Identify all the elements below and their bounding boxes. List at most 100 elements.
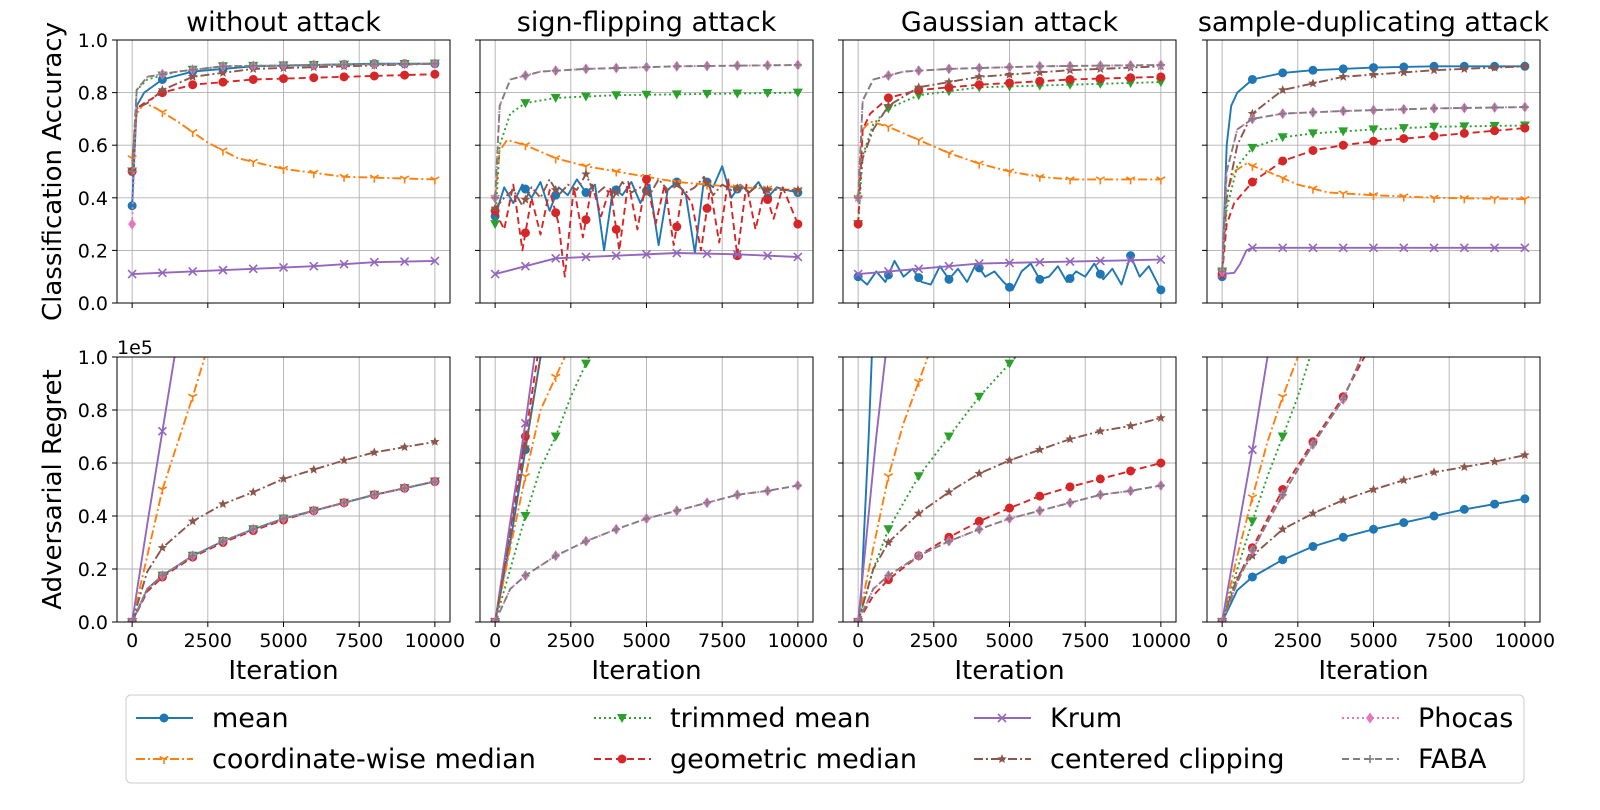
xlabel-2: Iteration	[591, 656, 701, 686]
marker-faba	[1156, 481, 1165, 490]
series-line-cc	[494, 173, 798, 209]
marker-krum	[157, 426, 167, 436]
marker-krum	[732, 249, 742, 259]
marker-trim	[550, 432, 561, 442]
marker-krum	[490, 269, 500, 279]
marker-faba	[581, 537, 590, 546]
x-tick-label: 2500	[184, 630, 232, 652]
marker-geomed	[248, 74, 258, 84]
x-tick-label: 7500	[1425, 630, 1473, 652]
marker-krum	[1429, 243, 1439, 253]
series-line-geomed	[494, 178, 799, 278]
marker-trim	[490, 220, 501, 230]
marker-cwmed	[1308, 185, 1318, 194]
marker-faba	[249, 61, 258, 70]
x-tick-label: 0	[852, 630, 864, 652]
marker-cwmed	[1399, 193, 1409, 202]
panel-title-3: Gaussian attack	[901, 7, 1119, 38]
marker-trim	[732, 89, 743, 99]
marker-cwmed	[339, 173, 349, 182]
marker-faba	[430, 59, 439, 68]
marker-trim	[1277, 133, 1288, 143]
marker-krum	[1035, 257, 1045, 267]
marker-geomed	[1369, 136, 1378, 146]
marker-faba	[854, 618, 863, 622]
marker-krum	[1399, 243, 1409, 253]
panel-title-2: sign-flipping attack	[517, 7, 777, 38]
marker-cc	[1004, 455, 1015, 465]
x-tick-label: 5000	[259, 630, 307, 652]
marker-cc	[520, 442, 531, 452]
y-tick-label: 1.0	[78, 347, 108, 369]
marker-geomed	[1429, 131, 1439, 141]
marker-cc	[218, 67, 228, 77]
marker-mean	[1338, 64, 1348, 74]
marker-trim	[641, 90, 652, 100]
marker-krum	[369, 257, 379, 267]
marker-faba	[642, 63, 651, 72]
marker-faba	[1035, 506, 1044, 515]
marker-faba	[1278, 490, 1287, 499]
marker-geomed	[611, 224, 621, 234]
marker-cc	[430, 436, 440, 446]
legend: mean coordinate-wise median trimmed mean ge…	[125, 694, 1525, 784]
x-tick-label: 0	[1216, 630, 1228, 652]
x-tick-label: 10000	[405, 630, 465, 652]
marker-trim	[1247, 517, 1258, 527]
legend-item-mean: mean	[136, 703, 289, 734]
series-line-faba	[131, 480, 436, 622]
marker-faba	[793, 60, 802, 69]
marker-cc	[1065, 434, 1075, 444]
marker-krum	[1490, 243, 1500, 253]
marker-cc	[702, 177, 712, 187]
marker-cwmed	[157, 108, 168, 118]
marker-faba	[340, 60, 349, 69]
marker-faba	[249, 525, 258, 534]
marker-mean	[520, 184, 530, 194]
marker-faba	[733, 61, 742, 70]
marker-cc	[1368, 484, 1379, 494]
legend-label-krum: Krum	[1050, 703, 1122, 734]
marker-faba	[521, 71, 530, 80]
x-tick-label: 0	[126, 630, 138, 652]
marker-geomed	[883, 93, 893, 103]
x-tick-label: 0	[489, 630, 501, 652]
marker-krum	[1004, 258, 1015, 268]
marker-geomed	[1095, 74, 1105, 84]
marker-cwmed	[611, 168, 621, 177]
marker-geomed	[1126, 466, 1136, 476]
marker-cwmed	[913, 378, 924, 387]
marker-cwmed	[1459, 195, 1470, 204]
marker-cc	[1429, 467, 1439, 477]
series-line-trim	[1221, 357, 1311, 622]
marker-mean	[914, 273, 924, 283]
legend-marker-trim	[617, 714, 627, 723]
legend-label-faba: FABA	[1418, 744, 1487, 775]
marker-cc	[883, 537, 894, 547]
marker-mean	[1308, 65, 1318, 75]
marker-cwmed	[520, 142, 531, 151]
legend-item-geomed: geometric median	[594, 744, 917, 775]
marker-cc	[793, 184, 803, 194]
marker-krum	[339, 259, 349, 269]
marker-faba	[1339, 107, 1348, 116]
marker-cc	[1399, 475, 1409, 485]
marker-krum	[157, 268, 167, 278]
marker-krum	[127, 617, 137, 622]
marker-trim	[611, 91, 622, 101]
marker-mean	[1338, 532, 1348, 542]
marker-cc	[1459, 462, 1470, 471]
series-line-faba	[857, 484, 1162, 622]
marker-trim	[1429, 122, 1440, 132]
marker-cc	[611, 187, 621, 197]
legend-item-krum: Krum	[974, 703, 1122, 734]
marker-faba	[975, 64, 984, 73]
marker-faba	[309, 506, 318, 515]
marker-geomed	[430, 69, 440, 79]
marker-geomed	[853, 219, 863, 229]
marker-faba	[672, 62, 681, 71]
marker-geomed	[369, 71, 379, 81]
marker-krum	[520, 418, 530, 428]
y-tick-label: 1.0	[78, 30, 108, 52]
marker-faba	[703, 498, 712, 507]
